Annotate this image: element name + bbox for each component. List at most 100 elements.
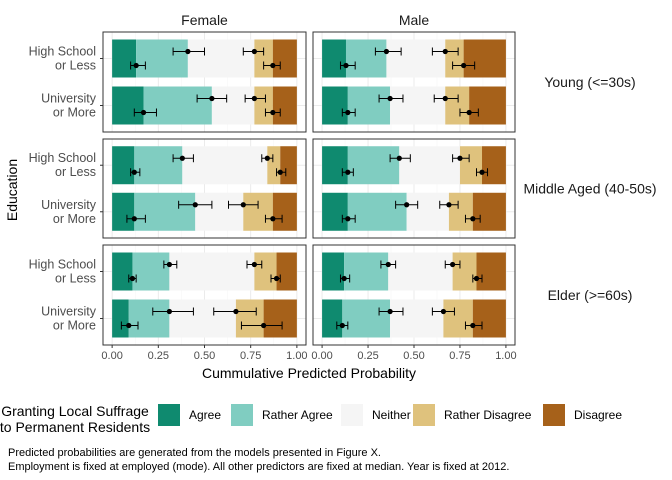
bar-segment-rather-agree [136, 39, 188, 78]
estimate-point [450, 261, 456, 268]
bar-segment-rather-disagree [452, 252, 477, 291]
x-axis-layer: 0.00 0.25 0.50 0.75 1.00 0.00 0.25 0.50 0.75 1.00 [101, 345, 517, 362]
bar-segment-rather-agree [347, 146, 400, 185]
bar-segment-agree [112, 39, 137, 78]
bar-segment-agree [112, 86, 144, 125]
x-tick-label: 1.00 [286, 350, 307, 362]
estimate-point [396, 155, 402, 161]
estimate-point [442, 48, 448, 55]
estimate-point [470, 216, 476, 222]
estimate-point [345, 169, 351, 175]
estimate-point [264, 155, 270, 161]
panel-male-elder-60s [312, 244, 516, 346]
y-tick-label: University or More [41, 198, 97, 226]
estimate-point [387, 308, 393, 315]
y-axis-layer: High School or Less University or More High … [29, 45, 103, 333]
row-strip-label: Middle Aged (40-50s) [523, 181, 656, 197]
estimate-point [251, 48, 257, 55]
panel-female-elder-60s [102, 244, 307, 346]
bar-segment-agree [322, 146, 348, 185]
bar-segment-rather-disagree [445, 39, 464, 78]
bar-segment-agree [112, 192, 135, 231]
estimate-point [446, 202, 452, 208]
bar-segment-disagree [472, 192, 506, 231]
estimate-point [126, 322, 132, 329]
bar-segment-rather-disagree [235, 299, 264, 338]
estimate-point [385, 261, 391, 268]
y-tick-label: High School or Less [29, 258, 96, 286]
estimate-point [166, 261, 173, 268]
bar-segment-agree [322, 192, 348, 231]
estimate-point [341, 275, 347, 282]
bar-segment-agree [322, 86, 348, 125]
panel-border [312, 138, 516, 239]
estimate-point [277, 169, 283, 175]
legend-label-agree: Agree [189, 408, 221, 422]
estimate-point [442, 95, 448, 102]
bar-segment-disagree [482, 146, 506, 185]
estimate-point [240, 202, 246, 208]
bar-segment-disagree [263, 299, 297, 338]
estimate-point [251, 261, 257, 268]
estimate-point [473, 275, 480, 282]
x-axis-title: Cummulative Predicted Probability [202, 365, 416, 381]
estimate-point [461, 62, 467, 69]
estimate-point [387, 95, 393, 102]
legend-swatch-disagree [543, 404, 565, 426]
bar-segment-neither [169, 299, 236, 338]
bar-segment-rather-agree [132, 252, 170, 291]
bar-segment-disagree [272, 192, 297, 231]
bar-segment-neither [182, 146, 268, 185]
panels-layer [102, 31, 516, 346]
x-tick-label: 0.25 [357, 350, 378, 362]
bar-segment-neither [388, 252, 453, 291]
legend: Granting Local Suffrage to Permanent Resi… [0, 403, 622, 435]
panel-female-young-30s [102, 31, 307, 133]
bar-segment-disagree [469, 86, 506, 125]
strip-labels-layer: Female Male Young (<=30s) Middle Aged (40-5… [181, 12, 656, 303]
estimate-point [383, 48, 390, 55]
bar-segment-agree [112, 146, 135, 185]
bar-segment-rather-disagree [267, 146, 281, 185]
legend-title: Granting Local Suffrage to Permanent Resi… [0, 403, 150, 435]
bar-segment-disagree [280, 146, 297, 185]
y-axis-title: Education [4, 159, 20, 221]
estimate-point [131, 169, 137, 175]
estimate-point [273, 275, 280, 282]
estimate-point [140, 109, 147, 116]
bar-segment-rather-disagree [448, 192, 473, 231]
bar-segment-disagree [463, 39, 506, 78]
x-tick-label: 0.75 [449, 350, 470, 362]
estimate-point [479, 169, 485, 175]
bar-segment-agree [322, 39, 346, 78]
estimate-point [339, 322, 345, 329]
estimate-point [192, 202, 198, 208]
bar-segment-neither [169, 252, 255, 291]
estimate-point [233, 308, 239, 315]
bar-segment-agree [112, 252, 133, 291]
column-strip-label: Male [399, 12, 430, 28]
estimate-point [470, 322, 476, 329]
bar-segment-rather-disagree [254, 252, 277, 291]
estimate-point [466, 109, 472, 116]
estimate-point [345, 109, 351, 116]
legend-swatch-rather-agree [231, 404, 253, 426]
bar-segment-rather-disagree [254, 39, 273, 78]
row-strip-label: Elder (>=60s) [548, 287, 633, 303]
bar-segment-neither [390, 299, 444, 338]
bar-segment-neither [399, 146, 460, 185]
panel-male-young-30s [312, 31, 516, 133]
legend-swatch-rather-disagree [413, 404, 435, 426]
x-tick-label: 0.25 [148, 350, 169, 362]
estimate-point [185, 48, 191, 55]
y-tick-label: High School or Less [29, 151, 96, 179]
bar-segment-neither [211, 86, 255, 125]
bar-segment-rather-agree [347, 192, 407, 231]
y-tick-label: University or More [41, 305, 97, 333]
bar-segment-rather-disagree [445, 86, 470, 125]
x-tick-label: 0.50 [403, 350, 424, 362]
bar-segment-rather-agree [134, 192, 196, 231]
column-strip-label: Female [181, 12, 228, 28]
bar-segment-disagree [476, 252, 506, 291]
